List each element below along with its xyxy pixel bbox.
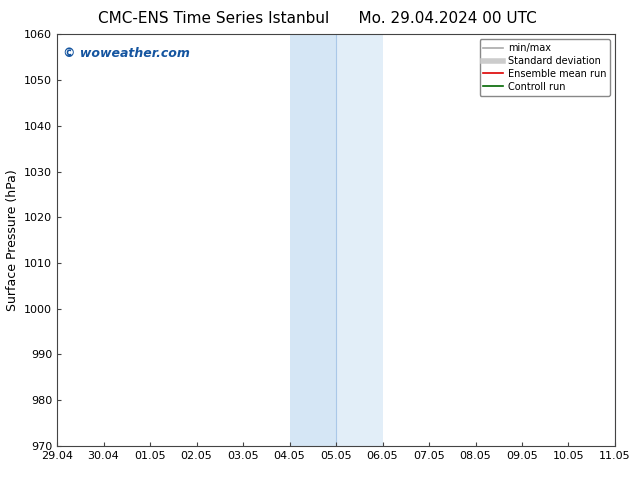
Bar — [336, 34, 382, 446]
Legend: min/max, Standard deviation, Ensemble mean run, Controll run: min/max, Standard deviation, Ensemble me… — [479, 39, 610, 96]
Text: CMC-ENS Time Series Istanbul      Mo. 29.04.2024 00 UTC: CMC-ENS Time Series Istanbul Mo. 29.04.2… — [98, 11, 536, 26]
Text: © woweather.com: © woweather.com — [63, 47, 190, 60]
Bar — [290, 34, 336, 446]
Y-axis label: Surface Pressure (hPa): Surface Pressure (hPa) — [6, 169, 18, 311]
